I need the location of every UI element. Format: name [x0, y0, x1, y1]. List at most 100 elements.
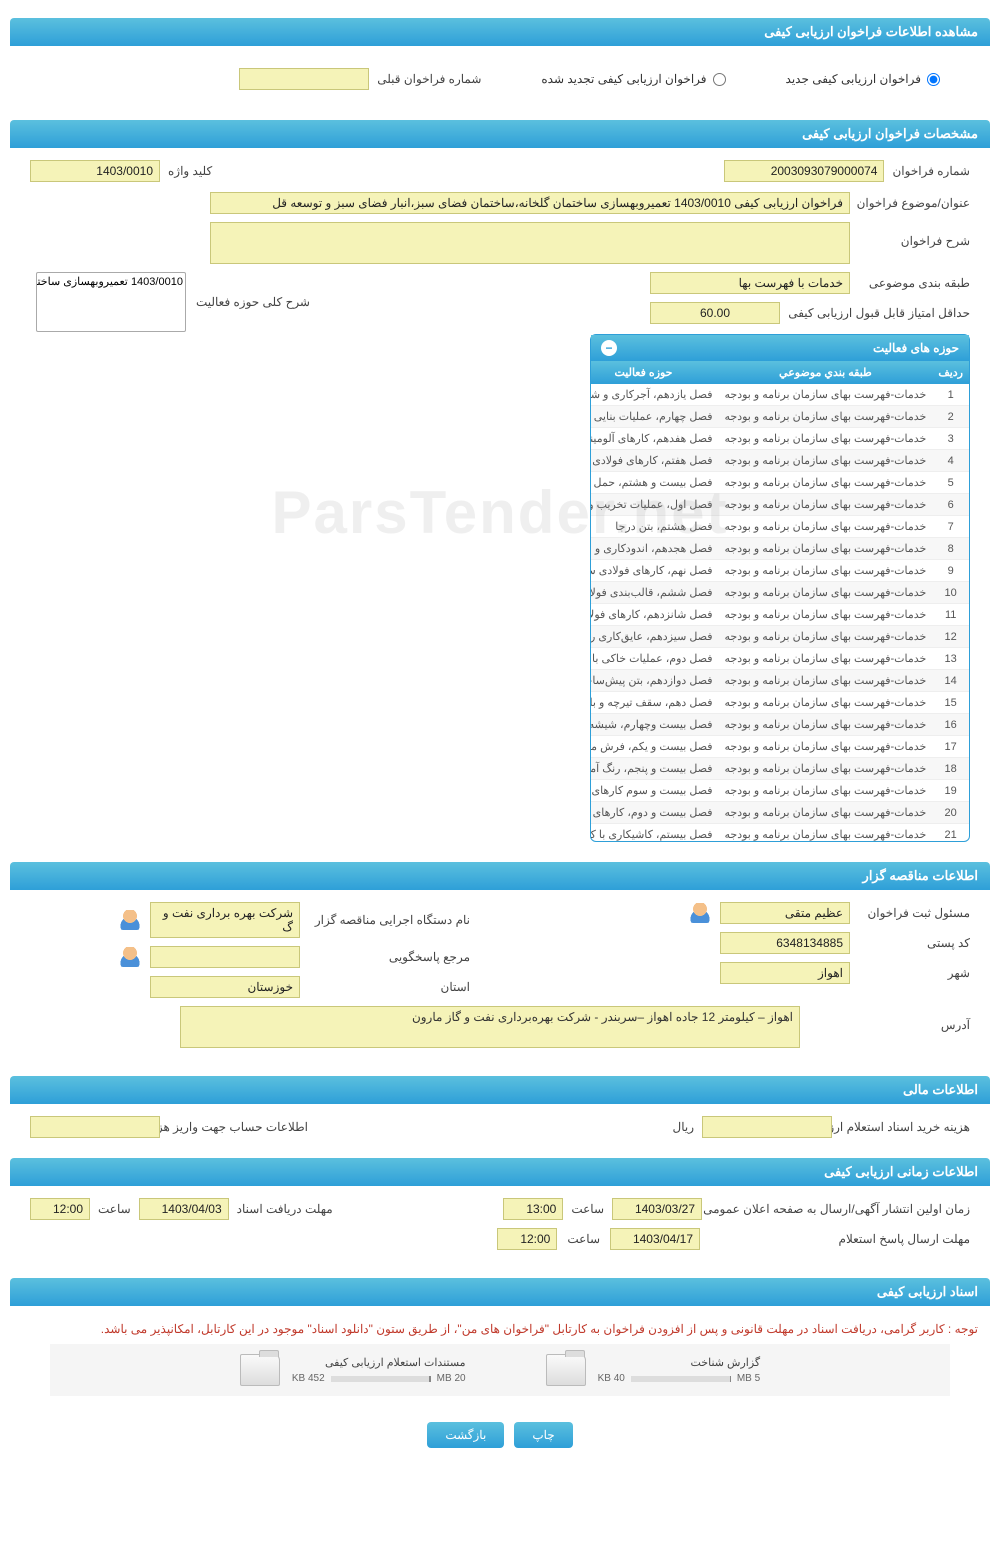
subject-cell: خدمات-فهرست بهای سازمان برنامه و بودجه: [719, 802, 933, 824]
th-row-num: ردیف: [932, 361, 969, 384]
table-row: 10خدمات-فهرست بهای سازمان برنامه و بودجه…: [591, 582, 969, 604]
subject-cell: خدمات-فهرست بهای سازمان برنامه و بودجه: [719, 692, 933, 714]
city-label: شهر: [860, 966, 970, 980]
table-row: 17خدمات-فهرست بهای سازمان برنامه و بودجه…: [591, 736, 969, 758]
scope-cell: فصل بیستم، کاشیکاری با کاشیهای سرا: [591, 824, 719, 842]
table-row: 2خدمات-فهرست بهای سازمان برنامه و بودجهف…: [591, 406, 969, 428]
postal-label: کد پستی: [860, 936, 970, 950]
doc1-title: گزارش شناخت: [598, 1356, 761, 1369]
scope-cell: فصل هشتم، بتن درجا: [591, 516, 719, 538]
cost-field: [702, 1116, 832, 1138]
activity-box: حوزه های فعالیت − ردیف طبقه بندي موضوعي …: [590, 334, 970, 842]
section-header-financial: اطلاعات مالی: [10, 1076, 990, 1104]
radio-renewed-label: فراخوان ارزیابی کیفی تجدید شده: [541, 72, 706, 86]
row-number-cell: 15: [932, 692, 969, 714]
doc2-progress: [331, 1376, 431, 1382]
subject-cell: خدمات-فهرست بهای سازمان برنامه و بودجه: [719, 516, 933, 538]
subject-cell: خدمات-فهرست بهای سازمان برنامه و بودجه: [719, 428, 933, 450]
scope-cell: فصل هفتم، کارهای فولادی با میلگرد: [591, 450, 719, 472]
row-number-cell: 11: [932, 604, 969, 626]
min-score-label: حداقل امتیاز قابل قبول ارزیابی کیفی: [790, 306, 970, 320]
activity-table-scroll[interactable]: ردیف طبقه بندي موضوعي حوزه فعالیت 1خدمات…: [591, 361, 969, 841]
subject-cell: خدمات-فهرست بهای سازمان برنامه و بودجه: [719, 780, 933, 802]
row-number-cell: 8: [932, 538, 969, 560]
doc-item-1[interactable]: گزارش شناخت 5 MB 40 KB: [546, 1354, 761, 1386]
person-icon: [690, 903, 710, 923]
table-row: 4خدمات-فهرست بهای سازمان برنامه و بودجهف…: [591, 450, 969, 472]
th-subject: طبقه بندي موضوعي: [719, 361, 933, 384]
subject-cell: خدمات-فهرست بهای سازمان برنامه و بودجه: [719, 824, 933, 842]
radio-renewed-input[interactable]: [713, 73, 726, 86]
doc2-title: مستندات استعلام ارزیابی کیفی: [292, 1356, 466, 1369]
responder-field: [150, 946, 300, 968]
responder-label: مرجع پاسخگویی: [310, 950, 470, 964]
scope-cell: فصل نهم، کارهای فولادی سنگین: [591, 560, 719, 582]
row-number-cell: 20: [932, 802, 969, 824]
scope-cell: فصل بیست و پنجم، رنگ آمیزی: [591, 758, 719, 780]
section-header-docs: اسناد ارزیابی کیفی: [10, 1278, 990, 1306]
row-number-cell: 17: [932, 736, 969, 758]
subject-cell: خدمات-فهرست بهای سازمان برنامه و بودجه: [719, 406, 933, 428]
registrar-field: عظیم متقی: [720, 902, 850, 924]
currency-unit: ریال: [672, 1120, 694, 1134]
subject-cell: خدمات-فهرست بهای سازمان برنامه و بودجه: [719, 538, 933, 560]
th-scope: حوزه فعالیت: [591, 361, 719, 384]
row-number-cell: 5: [932, 472, 969, 494]
scope-cell: فصل اول، عملیات تخریب و برچیدن: [591, 494, 719, 516]
doc1-used: 40 KB: [598, 1373, 625, 1384]
radio-new-input[interactable]: [927, 73, 940, 86]
subject-cell: خدمات-فهرست بهای سازمان برنامه و بودجه: [719, 604, 933, 626]
first-pub-date: 1403/03/27: [612, 1198, 702, 1220]
row-number-cell: 21: [932, 824, 969, 842]
scope-cell: فصل هفدهم، کارهای آلومینیومی: [591, 428, 719, 450]
first-pub-time: 13:00: [503, 1198, 563, 1220]
print-button[interactable]: چاپ: [514, 1422, 572, 1448]
row-number-cell: 12: [932, 626, 969, 648]
table-row: 14خدمات-فهرست بهای سازمان برنامه و بودجه…: [591, 670, 969, 692]
radio-new-call[interactable]: فراخوان ارزیابی کیفی جدید: [786, 68, 940, 90]
scope-cell: فصل ششم، قالب‌بندی فولادی: [591, 582, 719, 604]
doc2-total: 20 MB: [437, 1373, 466, 1384]
desc-field: [210, 222, 850, 264]
row-number-cell: 9: [932, 560, 969, 582]
table-row: 21خدمات-فهرست بهای سازمان برنامه و بودجه…: [591, 824, 969, 842]
table-row: 8خدمات-فهرست بهای سازمان برنامه و بودجهف…: [591, 538, 969, 560]
scope-cell: فصل دهم، سقف تیرچه و بلوک: [591, 692, 719, 714]
doc2-used: 452 KB: [292, 1373, 325, 1384]
subject-cell: خدمات-فهرست بهای سازمان برنامه و بودجه: [719, 736, 933, 758]
scope-cell: فصل بیست و یکم، فرش موزاییک و کفپوش: [591, 736, 719, 758]
subject-cell: خدمات-فهرست بهای سازمان برنامه و بودجه: [719, 714, 933, 736]
row-number-cell: 19: [932, 780, 969, 802]
postal-field: 6348134885: [720, 932, 850, 954]
keyword-label: کلید واژه: [168, 164, 212, 178]
table-row: 16خدمات-فهرست بهای سازمان برنامه و بودجه…: [591, 714, 969, 736]
back-button[interactable]: بازگشت: [427, 1422, 504, 1448]
scope-cell: فصل بیست و دوم، کارهای سنگی با سن: [591, 802, 719, 824]
scope-cell: فصل بیست و سوم کارهای پلاستیکی و: [591, 780, 719, 802]
table-row: 3خدمات-فهرست بهای سازمان برنامه و بودجهف…: [591, 428, 969, 450]
prev-call-number-field: [239, 68, 369, 90]
activity-option: 1403/0010 تعمیروبهسازی ساختمان گلخانه،سا…: [39, 275, 183, 288]
subject-cell: خدمات-فهرست بهای سازمان برنامه و بودجه: [719, 494, 933, 516]
row-number-cell: 3: [932, 428, 969, 450]
row-number-cell: 2: [932, 406, 969, 428]
table-row: 18خدمات-فهرست بهای سازمان برنامه و بودجه…: [591, 758, 969, 780]
table-row: 19خدمات-فهرست بهای سازمان برنامه و بودجه…: [591, 780, 969, 802]
doc-item-2[interactable]: مستندات استعلام ارزیابی کیفی 20 MB 452 K…: [240, 1354, 466, 1386]
time-label-3: ساعت: [567, 1232, 600, 1246]
subject-cell: خدمات-فهرست بهای سازمان برنامه و بودجه: [719, 670, 933, 692]
table-row: 12خدمات-فهرست بهای سازمان برنامه و بودجه…: [591, 626, 969, 648]
subject-class-label: طبقه بندی موضوعی: [860, 276, 970, 290]
collapse-icon[interactable]: −: [601, 340, 617, 356]
activity-scope-select[interactable]: 1403/0010 تعمیروبهسازی ساختمان گلخانه،سا…: [36, 272, 186, 332]
radio-renewed-call[interactable]: فراخوان ارزیابی کیفی تجدید شده: [541, 68, 725, 90]
row-number-cell: 10: [932, 582, 969, 604]
section-header-timing: اطلاعات زمانی ارزیابی کیفی: [10, 1158, 990, 1186]
subject-cell: خدمات-فهرست بهای سازمان برنامه و بودجه: [719, 560, 933, 582]
radio-new-label: فراخوان ارزیابی کیفی جدید: [786, 72, 921, 86]
subject-cell: خدمات-فهرست بهای سازمان برنامه و بودجه: [719, 626, 933, 648]
subject-cell: خدمات-فهرست بهای سازمان برنامه و بودجه: [719, 472, 933, 494]
doc1-total: 5 MB: [737, 1373, 760, 1384]
subject-cell: خدمات-فهرست بهای سازمان برنامه و بودجه: [719, 758, 933, 780]
table-row: 6خدمات-فهرست بهای سازمان برنامه و بودجهف…: [591, 494, 969, 516]
